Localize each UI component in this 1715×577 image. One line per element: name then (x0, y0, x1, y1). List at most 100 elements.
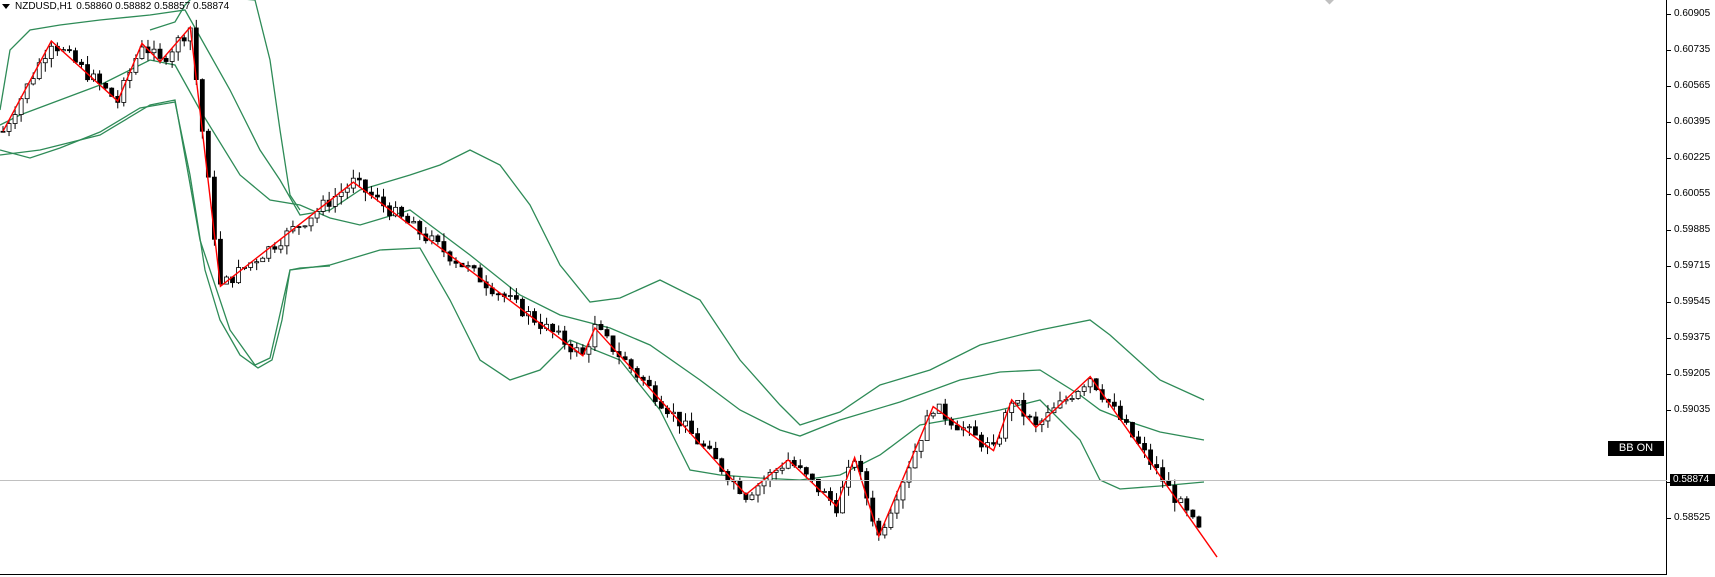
candle-body (97, 73, 103, 84)
candle-body (967, 426, 972, 429)
candle-body (1184, 498, 1190, 511)
candle-body (411, 221, 417, 224)
price-axis-tick (1667, 410, 1671, 411)
price-axis-tick (1667, 302, 1671, 303)
bb-upper-line (0, 9, 1205, 426)
bollinger-bands (0, 0, 1205, 490)
candle-body (683, 420, 688, 427)
triangle-down-icon[interactable] (2, 4, 10, 9)
candle-body (803, 467, 809, 475)
candle-body (1160, 467, 1166, 482)
candle-body (417, 221, 423, 235)
candle-body (1003, 412, 1009, 439)
price-axis-label: 0.59035 (1674, 404, 1711, 415)
candle-body (888, 512, 894, 528)
candle-body (1196, 516, 1202, 528)
candle-body (930, 412, 936, 417)
candle-body (556, 330, 562, 333)
candle-body (393, 206, 399, 217)
bb-toggle-button[interactable]: BB ON (1608, 441, 1664, 456)
chart-plot-area[interactable] (0, 0, 1667, 575)
price-axis-label: 0.60905 (1674, 8, 1711, 19)
price-axis-tick (1667, 86, 1671, 87)
candle-body (1015, 399, 1021, 404)
bb-upper-line-left (149, 0, 301, 211)
candle-body (598, 324, 604, 330)
candle-body (858, 460, 864, 472)
candle-body (1111, 401, 1117, 407)
candle-body (284, 230, 290, 247)
price-axis-tick (1667, 50, 1671, 51)
price-axis-label: 0.60395 (1674, 116, 1711, 127)
candle-body (1033, 416, 1039, 426)
candle-body (0, 130, 6, 133)
candle-body (924, 415, 930, 441)
price-axis-tick (1667, 518, 1671, 519)
current-price-label: 0.58874 (1670, 474, 1715, 486)
candle-body (6, 123, 12, 132)
price-axis-tick (1667, 338, 1671, 339)
candle-body (840, 486, 845, 514)
candle-body (139, 46, 145, 59)
candle-body (495, 293, 501, 296)
symbol-label: NZDUSD,H1 (15, 1, 73, 12)
candle-body (30, 78, 36, 85)
candle-body (1075, 391, 1081, 399)
candle-body (894, 499, 900, 514)
candle-body (809, 473, 815, 480)
candle-body (646, 379, 652, 387)
candle-body (441, 241, 447, 253)
price-axis-tick (1667, 230, 1671, 231)
candle-body (163, 58, 169, 62)
price-axis-tick (1667, 158, 1671, 159)
price-chart-svg[interactable] (0, 0, 1667, 575)
candle-body (1069, 398, 1075, 401)
candle-body (169, 51, 175, 62)
candle-body (755, 485, 761, 496)
candle-body (942, 403, 948, 420)
price-axis-label: 0.59545 (1674, 296, 1711, 307)
candle-body (1009, 402, 1015, 413)
zigzag-indicator (2, 25, 1218, 558)
candle-body (12, 114, 18, 124)
candle-body (900, 481, 906, 501)
candle-body (344, 187, 350, 193)
candle-body (1154, 464, 1160, 469)
candle-body (514, 295, 519, 300)
candle-body (592, 324, 598, 348)
candle-body (713, 447, 719, 460)
candle-body (465, 265, 471, 268)
candle-body (73, 50, 78, 63)
price-axis-label: 0.60735 (1674, 44, 1711, 55)
bb-lower-line (0, 99, 1205, 490)
price-axis-tick (1667, 122, 1671, 123)
price-axis-tick (1667, 266, 1671, 267)
price-axis-tick (1667, 194, 1671, 195)
candle-body (707, 445, 713, 449)
zigzag-line (2, 25, 1218, 558)
candle-body (48, 45, 54, 59)
candle-body (175, 37, 181, 53)
candle-body (435, 235, 441, 242)
candle-body (1021, 399, 1027, 417)
price-axis-label: 0.60565 (1674, 80, 1711, 91)
candle-body (42, 58, 48, 64)
price-axis-tick (1667, 482, 1671, 483)
candle-body (749, 494, 755, 500)
price-axis-tick (1667, 374, 1671, 375)
ohlc-values: 0.58860 0.58882 0.58857 0.58874 (76, 1, 230, 12)
candle-body (991, 442, 996, 445)
candle-body (181, 37, 187, 42)
price-axis-tick (1667, 14, 1671, 15)
candle-body (477, 267, 483, 283)
candle-body (797, 465, 803, 468)
candle-body (1136, 436, 1141, 444)
candle-body (906, 467, 912, 483)
candle-body (882, 527, 888, 536)
candle-body (308, 217, 314, 227)
candle-body (236, 267, 241, 284)
candle-body (1166, 480, 1172, 486)
price-axis-label: 0.60055 (1674, 188, 1711, 199)
candle-body (918, 440, 924, 452)
